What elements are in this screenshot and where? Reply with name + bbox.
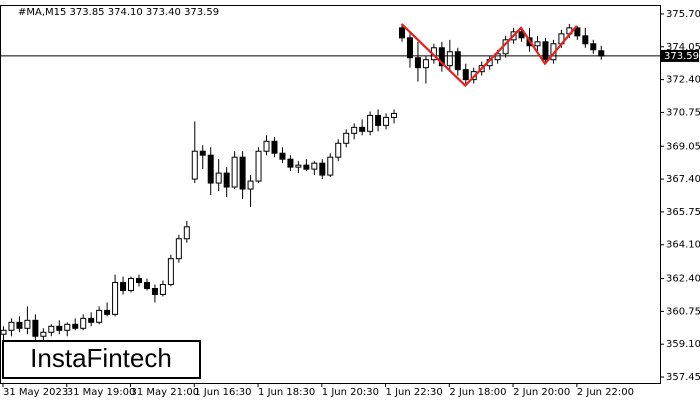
candle-body	[24, 319, 31, 329]
watermark: InstaFintech	[2, 340, 201, 379]
x-tick-label: 1 Jun 16:30	[194, 387, 251, 398]
y-tick-label: 362.40	[666, 274, 700, 285]
candle-body	[263, 140, 270, 152]
x-tick-label: 2 Jun 20:00	[513, 387, 570, 398]
candle-body	[303, 164, 310, 170]
chart-title: #MA,M15 373.85 374.10 373.40 373.59	[18, 7, 219, 18]
candle-body	[534, 41, 541, 47]
candle-body	[574, 27, 581, 37]
x-tick-label: 2 Jun 22:00	[577, 387, 634, 398]
candle-body	[375, 114, 382, 126]
logo-text: InstaFintech	[30, 343, 172, 373]
x-tick-label: 31 May 19:00	[67, 387, 136, 398]
candle-body	[223, 172, 230, 188]
candle-body	[167, 258, 174, 286]
candle-body	[120, 282, 127, 291]
candle-body	[343, 132, 350, 144]
candle-body	[56, 325, 63, 331]
candle-body	[104, 309, 111, 315]
candle-body	[239, 156, 246, 190]
y-tick-label: 364.10	[666, 240, 700, 251]
y-tick-label: 365.75	[666, 207, 700, 218]
candle-body	[359, 126, 366, 132]
candle-body	[128, 278, 135, 291]
candle-body	[247, 180, 254, 190]
candle-body	[391, 112, 398, 118]
y-tick-label: 375.70	[666, 9, 700, 20]
candle-body	[598, 50, 605, 57]
candle-body	[96, 309, 103, 323]
candle-body	[72, 323, 79, 329]
candle-body	[271, 140, 278, 154]
candle-body	[462, 69, 469, 81]
plot-frame	[0, 5, 661, 384]
candle-body	[319, 162, 326, 176]
candle-body	[151, 288, 158, 295]
candle-body	[143, 282, 150, 290]
current-price-label: 373.59	[664, 51, 699, 62]
candle-body	[48, 325, 55, 333]
candle-body	[112, 282, 119, 315]
candle-body	[494, 53, 501, 61]
candle-body	[32, 319, 39, 337]
candle-body	[135, 278, 142, 284]
candle-body	[207, 154, 214, 184]
candle-body	[191, 150, 198, 180]
candle-body	[582, 35, 589, 45]
candle-body	[16, 321, 23, 329]
candle-body	[438, 47, 445, 67]
candle-body	[215, 172, 222, 184]
candle-body	[8, 321, 15, 331]
candle-body	[175, 238, 182, 260]
candle-body	[454, 51, 461, 71]
candle-body	[279, 152, 286, 160]
candle-body	[542, 41, 549, 61]
candle-body	[0, 329, 7, 335]
candle-body	[335, 142, 342, 158]
candle-body	[327, 156, 334, 176]
x-tick-label: 1 Jun 18:30	[258, 387, 315, 398]
y-tick-label: 369.05	[666, 141, 700, 152]
candle-body	[40, 331, 47, 337]
candle-body	[295, 164, 302, 168]
x-tick-label: 1 Jun 20:30	[322, 387, 379, 398]
y-tick-label: 372.40	[666, 75, 700, 86]
x-tick-label: 31 May 21:00	[131, 387, 200, 398]
candle-body	[287, 158, 294, 168]
candle-body	[64, 323, 71, 331]
y-tick-label: 374.05	[666, 42, 700, 53]
candle-body	[80, 317, 87, 329]
x-tick-label: 31 May 2023	[3, 387, 68, 398]
candle-body	[231, 156, 238, 188]
candle-body	[590, 43, 597, 51]
y-tick-label: 357.45	[666, 372, 700, 383]
candle-body	[311, 162, 318, 170]
candle-body	[422, 59, 429, 69]
y-tick-label: 360.75	[666, 306, 700, 317]
candle-body	[351, 126, 358, 134]
candle-body	[199, 150, 206, 156]
candle-body	[399, 27, 405, 39]
candle-body	[159, 284, 166, 295]
y-tick-label: 367.40	[666, 174, 700, 185]
x-tick-label: 2 Jun 18:00	[449, 387, 506, 398]
candle-body	[383, 116, 390, 126]
candle-body	[255, 150, 262, 182]
x-tick-label: 1 Jun 22:30	[386, 387, 443, 398]
candle-body	[88, 317, 95, 323]
y-tick-label: 359.10	[666, 339, 700, 350]
candle-body	[518, 31, 525, 39]
candle-body	[406, 37, 413, 59]
candle-body	[414, 57, 421, 69]
pattern-line	[400, 23, 578, 88]
candle-body	[446, 51, 453, 67]
current-price-box	[661, 49, 699, 62]
candle-body	[183, 226, 190, 240]
logo-box	[2, 340, 201, 379]
y-tick-label: 370.75	[666, 107, 700, 118]
candle-body	[367, 114, 374, 132]
